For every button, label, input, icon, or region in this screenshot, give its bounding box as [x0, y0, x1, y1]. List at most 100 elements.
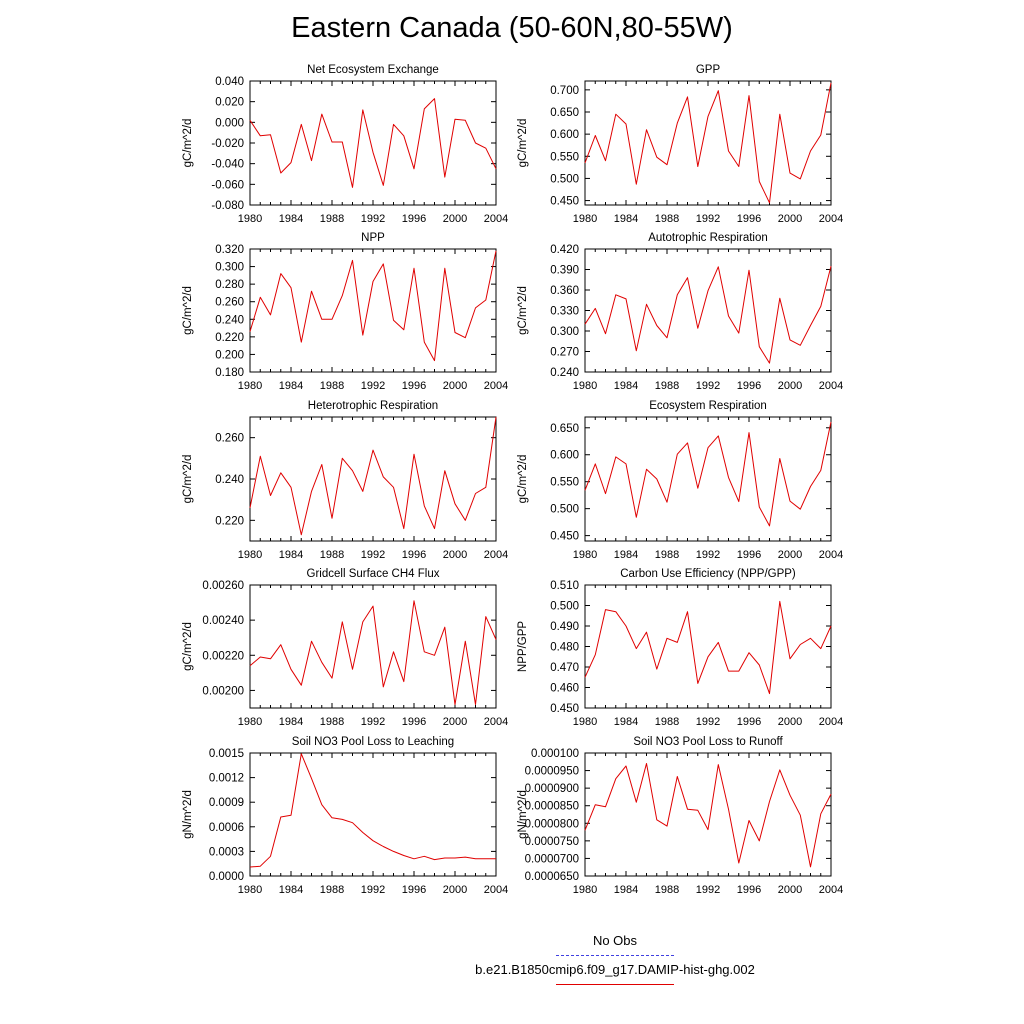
x-tick-label: 1992	[696, 213, 720, 225]
x-tick-label: 1988	[655, 380, 679, 392]
y-tick-label: -0.020	[211, 138, 244, 150]
y-tick-label: 0.00240	[202, 615, 244, 627]
x-tick-label: 2000	[778, 549, 802, 561]
x-tick-label: 2004	[484, 213, 508, 225]
panel-title: NPP	[361, 232, 385, 244]
y-tick-label: 0.00260	[202, 580, 244, 592]
x-tick-label: 1988	[655, 716, 679, 728]
y-tick-label: 0.470	[550, 662, 579, 674]
x-tick-label: 1980	[238, 213, 262, 225]
x-tick-label: 2000	[778, 716, 802, 728]
y-tick-label: 0.0000650	[525, 871, 579, 883]
chart-panel-2: 1980 1984 1988 1992 1996 2000 2004 0.700 0.650 0.…	[517, 64, 843, 225]
x-tick-label: 1992	[361, 884, 385, 896]
series-line	[584, 600, 832, 695]
y-tick-label: 0.650	[550, 107, 579, 119]
chart-panel-7: 1980 1984 1988 1992 1996 2000 2004 0.00260 0.002…	[182, 568, 508, 728]
panel-title: Soil NO3 Pool Loss to Leaching	[292, 736, 454, 748]
x-tick-label: 2004	[819, 549, 843, 561]
y-axis-label: NPP/GPP	[517, 621, 529, 672]
y-tick-label: 0.550	[550, 477, 579, 489]
panel-title: Net Ecosystem Exchange	[307, 64, 439, 76]
plot-frame	[584, 248, 832, 373]
y-tick-label: -0.060	[211, 179, 244, 191]
x-tick-label: 2000	[443, 549, 467, 561]
x-tick-label: 1984	[279, 380, 303, 392]
x-tick-label: 1980	[573, 716, 597, 728]
x-tick-label: 1984	[614, 380, 638, 392]
panel-title: Heterotrophic Respiration	[308, 400, 438, 412]
y-tick-label: 0.280	[215, 279, 244, 291]
legend-obs-line	[556, 955, 674, 956]
y-tick-label: 0.0003	[209, 846, 244, 858]
y-tick-label: 0.700	[550, 85, 579, 97]
y-axis-label: gC/m^2/d	[517, 119, 529, 168]
y-tick-label: 0.480	[550, 642, 579, 654]
y-tick-label: 0.390	[550, 265, 579, 277]
y-tick-label: 0.000100	[531, 748, 579, 760]
series-line	[584, 421, 832, 527]
x-tick-label: 2000	[443, 213, 467, 225]
y-tick-label: 0.240	[215, 314, 244, 326]
y-tick-label: 0.320	[215, 244, 244, 256]
x-tick-label: 1988	[320, 380, 344, 392]
y-tick-label: 0.0000900	[525, 783, 579, 795]
x-tick-label: 2000	[778, 884, 802, 896]
x-tick-label: 2004	[484, 549, 508, 561]
y-tick-label: 0.180	[215, 367, 244, 379]
legend-case-line	[556, 984, 674, 985]
y-tick-label: 0.300	[550, 326, 579, 338]
plot-frame	[249, 416, 497, 542]
x-tick-label: 1996	[402, 884, 426, 896]
panel-title: Autotrophic Respiration	[648, 232, 768, 244]
x-tick-label: 1996	[737, 380, 761, 392]
plot-frame	[249, 584, 497, 709]
y-tick-label: 0.450	[550, 531, 579, 543]
x-tick-label: 2004	[819, 213, 843, 225]
y-tick-label: 0.460	[550, 683, 579, 695]
chart-panel-10: 1980 1984 1988 1992 1996 2000 2004 0.000100 0.00…	[517, 736, 843, 896]
y-tick-label: 0.0000	[209, 871, 244, 883]
x-tick-label: 1996	[402, 716, 426, 728]
y-tick-label: 0.0000700	[525, 853, 579, 865]
y-tick-label: 0.00200	[202, 685, 244, 697]
x-tick-label: 1980	[238, 716, 262, 728]
x-tick-label: 1988	[655, 213, 679, 225]
plot-frame	[249, 80, 497, 206]
plot-frame	[584, 416, 832, 542]
y-tick-label: 0.270	[550, 347, 579, 359]
y-tick-label: 0.220	[215, 332, 244, 344]
y-tick-label: 0.0009	[209, 797, 244, 809]
x-tick-label: 1988	[655, 884, 679, 896]
series-line	[249, 250, 497, 362]
x-tick-label: 1996	[402, 213, 426, 225]
panel-title: Carbon Use Efficiency (NPP/GPP)	[620, 568, 796, 580]
x-tick-label: 1980	[238, 380, 262, 392]
y-tick-label: 0.220	[215, 515, 244, 527]
x-tick-label: 1992	[361, 716, 385, 728]
x-tick-label: 1984	[279, 549, 303, 561]
series-line	[249, 416, 497, 536]
y-tick-label: 0.0015	[209, 748, 244, 760]
y-tick-label: 0.500	[550, 601, 579, 613]
y-tick-label: 0.550	[550, 151, 579, 163]
x-tick-label: 2000	[443, 380, 467, 392]
y-tick-label: 0.020	[215, 97, 244, 109]
y-axis-label: gN/m^2/d	[517, 790, 529, 839]
y-tick-label: 0.490	[550, 621, 579, 633]
x-tick-label: 1980	[573, 884, 597, 896]
x-tick-label: 2004	[484, 884, 508, 896]
y-tick-label: 0.0006	[209, 822, 244, 834]
y-tick-label: 0.260	[215, 297, 244, 309]
y-tick-label: 0.600	[550, 450, 579, 462]
y-tick-label: 0.510	[550, 580, 579, 592]
x-tick-label: 1980	[238, 884, 262, 896]
y-tick-label: 0.500	[550, 504, 579, 516]
x-tick-label: 2004	[819, 716, 843, 728]
series-line	[584, 82, 832, 204]
y-tick-label: 0.0000800	[525, 818, 579, 830]
x-tick-label: 1984	[614, 716, 638, 728]
x-tick-label: 1980	[573, 213, 597, 225]
y-tick-label: 0.240	[550, 367, 579, 379]
